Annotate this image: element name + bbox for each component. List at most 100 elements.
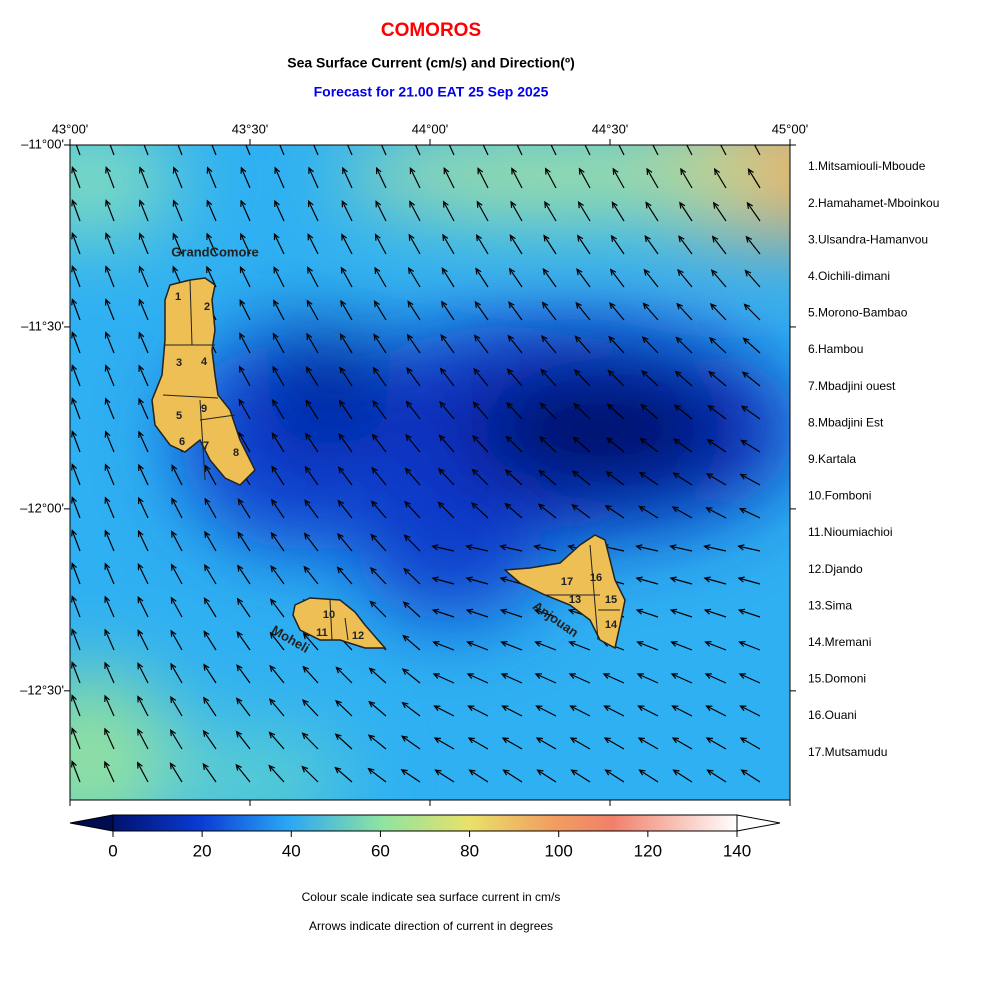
current-arrow xyxy=(569,737,591,750)
colorbar-tick-label: 80 xyxy=(460,841,479,860)
current-arrow xyxy=(439,400,455,420)
current-arrow xyxy=(104,628,115,651)
current-arrow xyxy=(371,466,387,486)
current-arrow xyxy=(742,337,761,354)
current-arrow xyxy=(347,145,353,156)
current-arrow xyxy=(746,201,761,222)
current-arrow xyxy=(371,433,387,453)
current-arrow xyxy=(170,563,183,585)
current-arrow xyxy=(705,473,727,486)
current-arrow xyxy=(672,438,693,453)
current-arrow xyxy=(608,335,625,354)
current-arrow xyxy=(540,368,557,387)
current-arrow xyxy=(473,367,489,387)
current-arrow xyxy=(431,608,455,618)
current-arrow xyxy=(705,705,727,717)
current-arrow xyxy=(404,467,421,486)
current-arrow xyxy=(307,199,319,222)
current-arrow xyxy=(239,265,251,288)
current-arrow xyxy=(646,167,659,189)
colorbar-tick-label: 120 xyxy=(634,841,662,860)
current-arrow xyxy=(169,762,183,783)
current-arrow xyxy=(473,334,489,354)
current-arrow xyxy=(713,167,727,189)
current-arrow xyxy=(104,496,115,519)
region-name: 5.Morono-Bambao xyxy=(808,306,908,320)
current-arrow xyxy=(739,473,761,486)
current-arrow xyxy=(138,166,149,189)
current-arrow xyxy=(172,232,183,255)
current-arrow xyxy=(236,664,251,684)
current-arrow xyxy=(240,232,251,255)
current-arrow xyxy=(744,269,761,288)
current-arrow xyxy=(269,598,285,618)
colorbar-tick-label: 140 xyxy=(723,841,751,860)
current-arrow xyxy=(608,302,625,321)
current-arrow xyxy=(171,530,183,552)
current-arrow xyxy=(341,199,353,222)
current-arrow xyxy=(268,764,285,783)
current-arrow xyxy=(380,145,387,156)
current-arrow xyxy=(71,265,81,288)
current-arrow xyxy=(510,200,523,222)
current-arrow xyxy=(477,167,489,189)
current-arrow xyxy=(171,464,183,486)
current-arrow xyxy=(737,544,761,552)
current-arrow xyxy=(370,533,387,552)
current-arrow xyxy=(709,303,727,321)
current-arrow xyxy=(372,366,387,387)
current-arrow xyxy=(448,145,455,156)
current-arrow xyxy=(738,641,761,651)
current-arrow xyxy=(71,661,81,684)
current-arrow xyxy=(672,769,693,783)
current-arrow xyxy=(105,166,115,189)
y-tick-label: –12°00' xyxy=(20,500,64,515)
current-arrow xyxy=(402,634,421,651)
current-arrow xyxy=(431,544,455,552)
current-arrow xyxy=(109,145,115,156)
current-arrow xyxy=(534,673,557,684)
current-arrow xyxy=(573,369,591,387)
current-arrow xyxy=(105,199,115,222)
current-arrow xyxy=(506,368,523,387)
region-number: 13 xyxy=(569,594,581,606)
current-arrow xyxy=(71,298,81,321)
region-name: 4.Oichili-dimani xyxy=(808,269,890,283)
current-arrow xyxy=(138,331,149,354)
current-arrow xyxy=(537,503,557,519)
region-number: 7 xyxy=(203,440,209,452)
current-arrow xyxy=(609,268,625,288)
region-number: 10 xyxy=(323,609,335,621)
current-arrow xyxy=(671,737,693,750)
colorbar-tick-label: 0 xyxy=(108,841,117,860)
current-arrow xyxy=(706,438,727,453)
region-name: 11.Nioumiachioi xyxy=(808,525,893,539)
current-arrow xyxy=(302,665,319,684)
region-number: 3 xyxy=(176,357,182,369)
current-arrow xyxy=(743,303,761,321)
current-arrow xyxy=(505,435,523,453)
current-arrow xyxy=(644,234,659,255)
current-arrow xyxy=(239,332,251,354)
current-arrow xyxy=(740,769,761,783)
region-number: 5 xyxy=(176,410,182,422)
current-arrow xyxy=(341,233,353,255)
islands xyxy=(151,277,626,650)
current-arrow xyxy=(637,705,659,717)
forecast: Forecast for 21.00 EAT 25 Sep 2025 xyxy=(314,84,549,100)
current-arrow xyxy=(237,564,251,585)
current-arrow xyxy=(533,608,557,618)
current-arrow xyxy=(245,145,251,156)
current-field xyxy=(70,145,790,800)
current-arrow xyxy=(534,641,557,651)
current-arrow xyxy=(542,267,557,288)
current-arrow xyxy=(137,562,149,585)
current-arrow xyxy=(206,232,217,255)
current-arrow xyxy=(403,534,421,552)
current-arrow xyxy=(541,335,557,354)
current-arrow xyxy=(301,765,319,783)
current-arrow xyxy=(739,737,761,750)
current-arrow xyxy=(104,298,115,321)
current-arrow xyxy=(680,167,693,189)
current-arrow xyxy=(301,698,319,717)
